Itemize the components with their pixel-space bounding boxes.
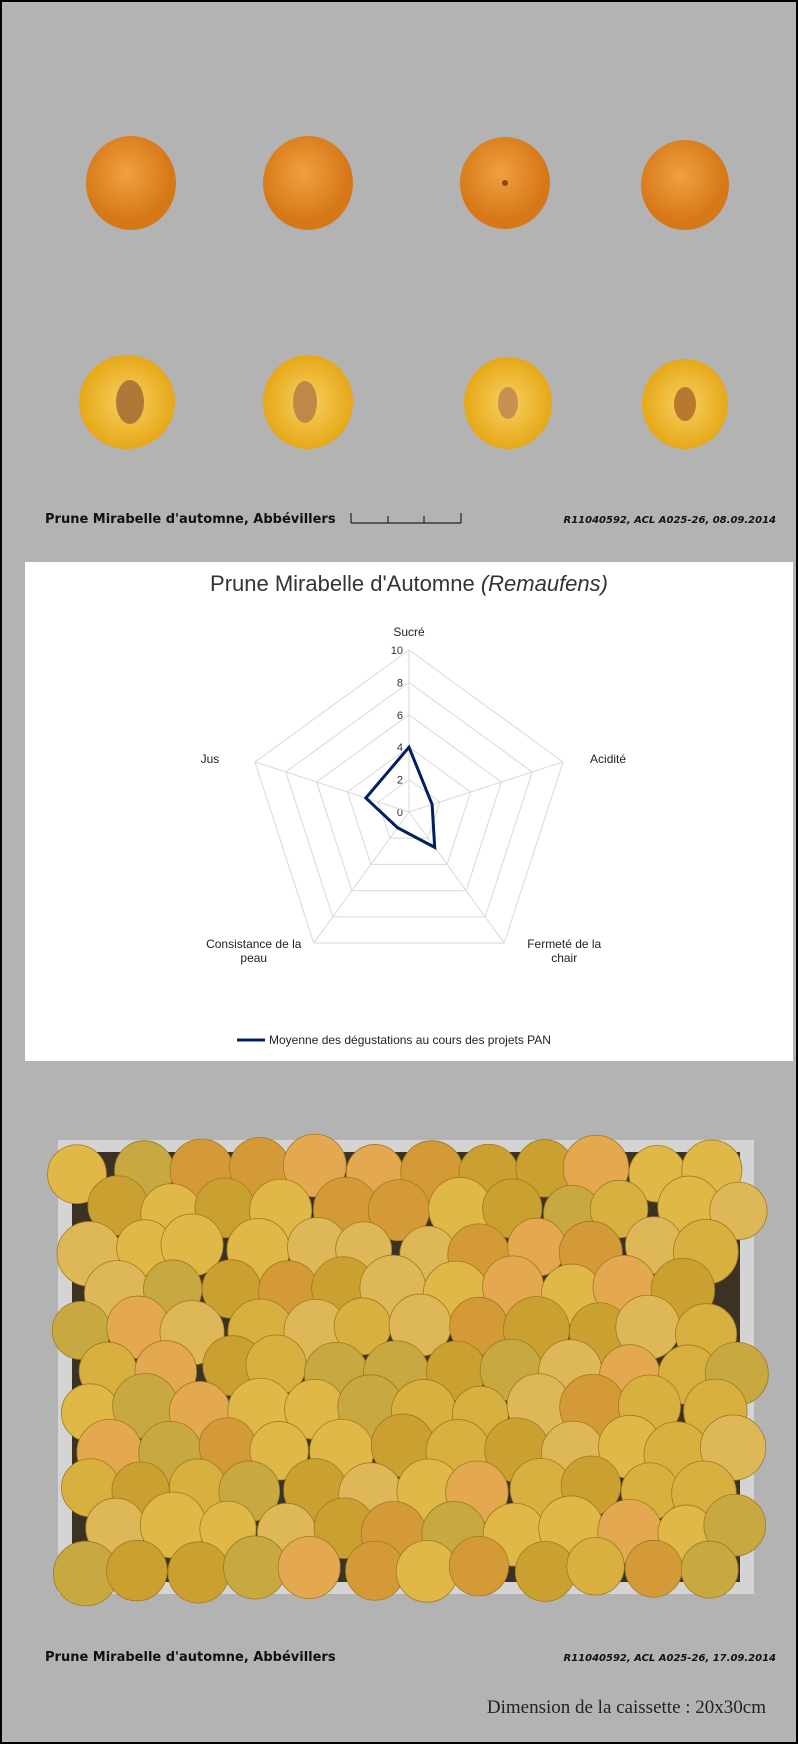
scale-bar-layer — [2, 2, 796, 542]
plum — [107, 1540, 168, 1601]
photo-reference: R11040592, ACL A025-26, 17.09.2014 — [564, 1653, 777, 1664]
axis-label: Fermeté de la chair — [519, 937, 609, 965]
plum — [625, 1540, 682, 1597]
tick-label: 8 — [397, 677, 403, 689]
spoke — [409, 812, 504, 943]
photo-reference: R11040592, ACL A025-26, 08.09.2014 — [564, 515, 777, 526]
plum-box-photo — [2, 1122, 796, 1622]
title-emphasis: (Remaufens) — [481, 571, 608, 596]
plum — [449, 1537, 508, 1596]
chart-title: Prune Mirabelle d'Automne (Remaufens) — [210, 571, 608, 596]
plum — [223, 1536, 286, 1599]
photo-caption: Prune Mirabelle d'automne, Abbévillers — [45, 1650, 336, 1665]
axis-label: Acidité — [553, 752, 663, 766]
plum — [278, 1536, 340, 1598]
spoke — [314, 812, 409, 943]
page: Prune Mirabelle d'automne, Abbévillers R… — [0, 0, 798, 1744]
axis-label: Sucré — [354, 625, 464, 639]
plum — [515, 1541, 575, 1601]
photo-caption: Prune Mirabelle d'automne, Abbévillers — [45, 512, 336, 527]
tick-label: 2 — [397, 775, 403, 787]
plum — [681, 1541, 738, 1598]
plums — [48, 1134, 769, 1606]
legend-label: Moyenne des dégustations au cours des pr… — [269, 1033, 551, 1047]
plum — [396, 1541, 458, 1603]
box-dimension: Dimension de la caissette : 20x30cm — [487, 1697, 766, 1719]
axis-label: Consistance de la peau — [199, 937, 309, 965]
scale-bar — [351, 513, 461, 523]
tick-label: 10 — [391, 645, 403, 657]
title-text: Prune Mirabelle d'Automne — [210, 571, 475, 596]
tick-label: 4 — [397, 742, 403, 754]
spoke — [255, 762, 409, 812]
tick-label: 6 — [397, 710, 403, 722]
plum — [567, 1537, 625, 1595]
plum — [168, 1542, 229, 1603]
axis-label: Jus — [155, 752, 265, 766]
